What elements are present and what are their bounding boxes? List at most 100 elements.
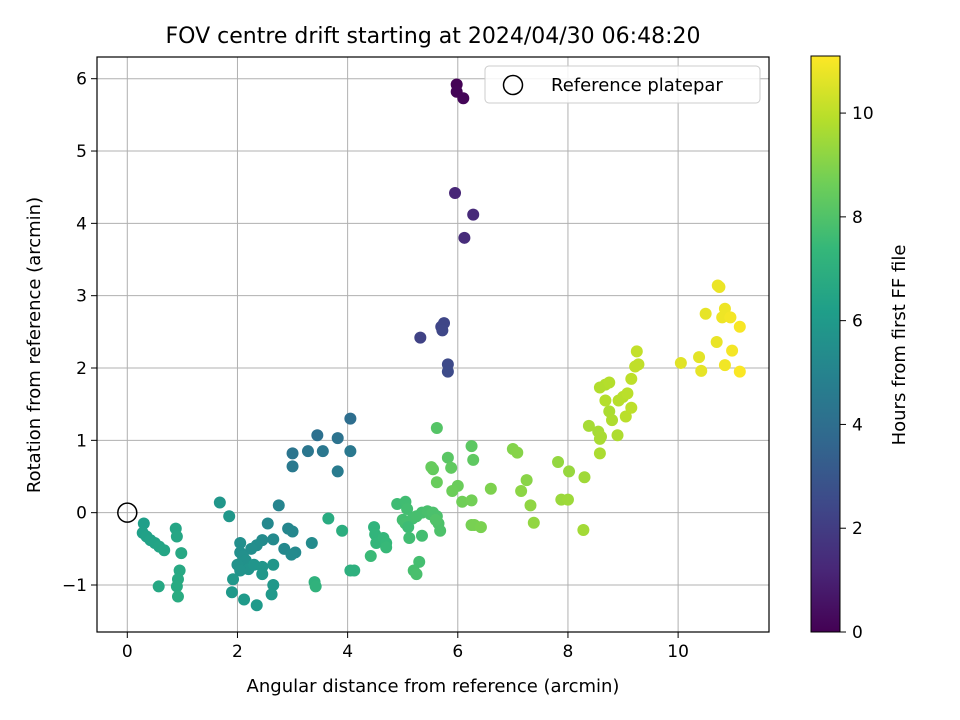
data-point xyxy=(316,445,329,458)
y-axis-label: Rotation from reference (arcmin) xyxy=(24,197,45,493)
data-point xyxy=(603,376,616,389)
data-point xyxy=(515,484,528,497)
data-point xyxy=(425,461,438,474)
data-point xyxy=(285,548,298,561)
data-point xyxy=(267,533,280,546)
data-point xyxy=(430,422,443,435)
data-point xyxy=(380,541,393,554)
data-point xyxy=(625,372,638,385)
data-point xyxy=(410,568,423,581)
data-point xyxy=(625,401,638,414)
data-point xyxy=(467,208,480,221)
data-point xyxy=(733,320,746,333)
colorbar-tick-label: 8 xyxy=(852,208,863,228)
legend-box xyxy=(484,65,761,104)
data-point xyxy=(331,465,344,478)
data-point xyxy=(582,419,595,432)
data-point xyxy=(621,387,634,400)
data-point xyxy=(441,365,454,378)
data-point xyxy=(223,510,236,523)
data-point xyxy=(286,525,299,538)
data-point xyxy=(322,512,335,525)
data-point xyxy=(511,446,524,459)
data-point xyxy=(726,344,739,357)
data-point xyxy=(311,429,324,442)
data-point xyxy=(267,578,280,591)
data-point xyxy=(456,495,469,508)
data-point xyxy=(170,530,183,543)
data-point xyxy=(718,302,731,315)
x-axis-ticks: 0 2 4 6 8 10 xyxy=(122,632,689,662)
y-tick-label: 2 xyxy=(76,359,87,379)
data-point xyxy=(674,356,687,369)
data-point xyxy=(225,586,238,599)
data-points xyxy=(136,78,746,612)
colorbar-tick-label: 0 xyxy=(852,623,863,643)
x-axis-label: Angular distance from reference (arcmin) xyxy=(247,676,620,697)
data-point xyxy=(449,186,462,199)
data-point xyxy=(733,365,746,378)
data-point xyxy=(272,499,285,512)
y-tick-label: 3 xyxy=(76,287,87,307)
data-point xyxy=(245,542,258,555)
data-point xyxy=(484,482,497,495)
data-point xyxy=(718,359,731,372)
y-tick-label: 4 xyxy=(76,214,87,234)
data-point xyxy=(713,281,726,293)
data-point xyxy=(261,517,274,530)
data-point xyxy=(256,568,269,581)
y-tick-label: 6 xyxy=(76,70,87,90)
colorbar: 0 2 4 6 8 10 Hours from first FF file xyxy=(810,55,910,643)
data-point xyxy=(364,550,377,563)
data-point xyxy=(301,445,314,458)
data-point xyxy=(595,430,607,443)
y-axis-ticks: −1 0 1 2 3 4 5 6 xyxy=(62,70,97,596)
data-point xyxy=(436,324,449,337)
data-point xyxy=(152,580,165,593)
chart-title: FOV centre drift starting at 2024/04/30 … xyxy=(166,24,701,49)
data-point xyxy=(414,331,427,344)
grid xyxy=(97,57,769,632)
data-point xyxy=(234,564,247,577)
data-point xyxy=(336,524,349,537)
plot-frame xyxy=(96,56,770,633)
x-tick-label: 4 xyxy=(342,642,353,662)
data-point xyxy=(606,414,619,427)
x-tick-label: 6 xyxy=(452,642,463,662)
colorbar-tick-label: 2 xyxy=(852,519,863,539)
data-point xyxy=(401,503,414,516)
legend-label: Reference platepar xyxy=(551,75,723,96)
data-point xyxy=(234,537,247,550)
colorbar-gradient xyxy=(810,55,841,633)
data-point xyxy=(309,580,322,593)
reference-platepar-marker xyxy=(117,502,138,523)
colorbar-ticks: 0 2 4 6 8 10 xyxy=(840,104,874,643)
x-tick-label: 0 xyxy=(122,642,133,662)
data-point xyxy=(474,521,487,534)
data-point xyxy=(344,445,357,458)
data-point xyxy=(630,345,643,358)
x-tick-label: 8 xyxy=(563,642,574,662)
data-point xyxy=(611,429,624,442)
data-point xyxy=(227,573,240,586)
data-point xyxy=(441,451,454,464)
data-point xyxy=(402,521,415,534)
data-point xyxy=(434,524,447,537)
colorbar-tick-label: 4 xyxy=(852,415,863,435)
data-point xyxy=(445,461,458,474)
data-point xyxy=(267,558,280,571)
data-point xyxy=(213,496,226,509)
data-point xyxy=(286,460,299,473)
data-point xyxy=(465,494,478,507)
colorbar-tick-label: 10 xyxy=(852,104,874,124)
data-point xyxy=(158,544,171,557)
data-point xyxy=(563,465,576,478)
data-point xyxy=(467,453,480,466)
colorbar-label: Hours from first FF file xyxy=(889,245,910,446)
data-point xyxy=(344,412,357,425)
data-point xyxy=(286,447,299,460)
data-point xyxy=(170,580,183,593)
data-point xyxy=(577,524,590,537)
data-point xyxy=(527,516,540,529)
